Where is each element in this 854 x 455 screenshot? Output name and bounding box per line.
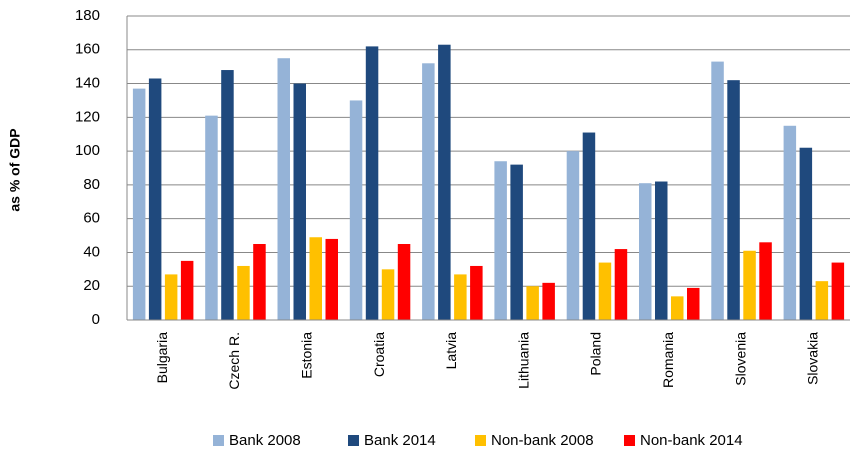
- bar: [253, 244, 266, 320]
- bar: [293, 83, 306, 320]
- legend-label: Bank 2014: [364, 432, 436, 449]
- x-tick-label: Czech R.: [226, 332, 242, 390]
- y-tick-label: 160: [75, 41, 100, 58]
- bar: [510, 164, 523, 320]
- bar: [526, 286, 539, 320]
- bar: [582, 132, 596, 320]
- legend-label: Bank 2008: [229, 432, 301, 449]
- bar: [205, 115, 218, 321]
- x-tick-label: Lithuania: [515, 332, 531, 389]
- bar: [397, 244, 411, 320]
- bar: [422, 63, 435, 321]
- x-tick-label: Slovakia: [805, 332, 821, 385]
- y-axis-title: as % of GDP: [7, 128, 23, 211]
- bar: [470, 265, 483, 320]
- y-tick-label: 140: [75, 75, 100, 92]
- legend-swatch: [475, 435, 486, 446]
- x-tick-label: Estonia: [298, 332, 314, 379]
- bar: [237, 265, 250, 320]
- x-tick-label: Croatia: [371, 332, 387, 377]
- bar: [309, 237, 322, 320]
- bar: [325, 238, 338, 320]
- legend-swatch: [624, 435, 635, 446]
- bar: [655, 181, 668, 320]
- bar: [180, 260, 194, 320]
- bar: [381, 269, 395, 320]
- y-tick-label: 20: [83, 277, 100, 294]
- bar: [727, 80, 740, 320]
- legend-label: Non-bank 2008: [491, 432, 594, 449]
- bar: [711, 61, 724, 320]
- bar: [566, 151, 580, 320]
- bar: [614, 249, 628, 320]
- bar: [815, 281, 829, 320]
- bar: [365, 46, 379, 321]
- x-tick-label: Romania: [660, 332, 676, 388]
- bar: [494, 161, 507, 320]
- y-tick-label: 60: [83, 210, 100, 227]
- bar: [221, 70, 234, 321]
- legend-swatch: [213, 435, 224, 446]
- bar: [743, 250, 756, 320]
- x-tick-label: Slovenia: [732, 332, 748, 386]
- bar: [598, 262, 612, 320]
- bar: [164, 274, 178, 320]
- bar: [277, 58, 290, 320]
- bar: [454, 274, 467, 320]
- y-tick-label: 180: [75, 7, 100, 24]
- bar: [799, 147, 813, 320]
- x-tick-label: Bulgaria: [154, 332, 170, 384]
- x-tick-label: Latvia: [443, 332, 459, 370]
- y-tick-label: 100: [75, 142, 100, 159]
- legend-label: Non-bank 2014: [640, 432, 743, 449]
- bar: [671, 296, 684, 320]
- y-tick-label: 0: [92, 311, 100, 328]
- bar: [687, 287, 700, 320]
- y-tick-label: 120: [75, 108, 100, 125]
- bar: [132, 88, 146, 320]
- bar: [438, 44, 451, 320]
- bar: [349, 100, 363, 320]
- y-tick-label: 40: [83, 243, 100, 260]
- legend-swatch: [348, 435, 359, 446]
- bar: [542, 282, 555, 320]
- bar: [783, 125, 797, 321]
- bar: [831, 262, 845, 320]
- bar: [639, 183, 652, 320]
- bar: [148, 78, 162, 320]
- bar: [759, 242, 772, 320]
- y-tick-label: 80: [83, 176, 100, 193]
- x-tick-label: Poland: [588, 332, 604, 376]
